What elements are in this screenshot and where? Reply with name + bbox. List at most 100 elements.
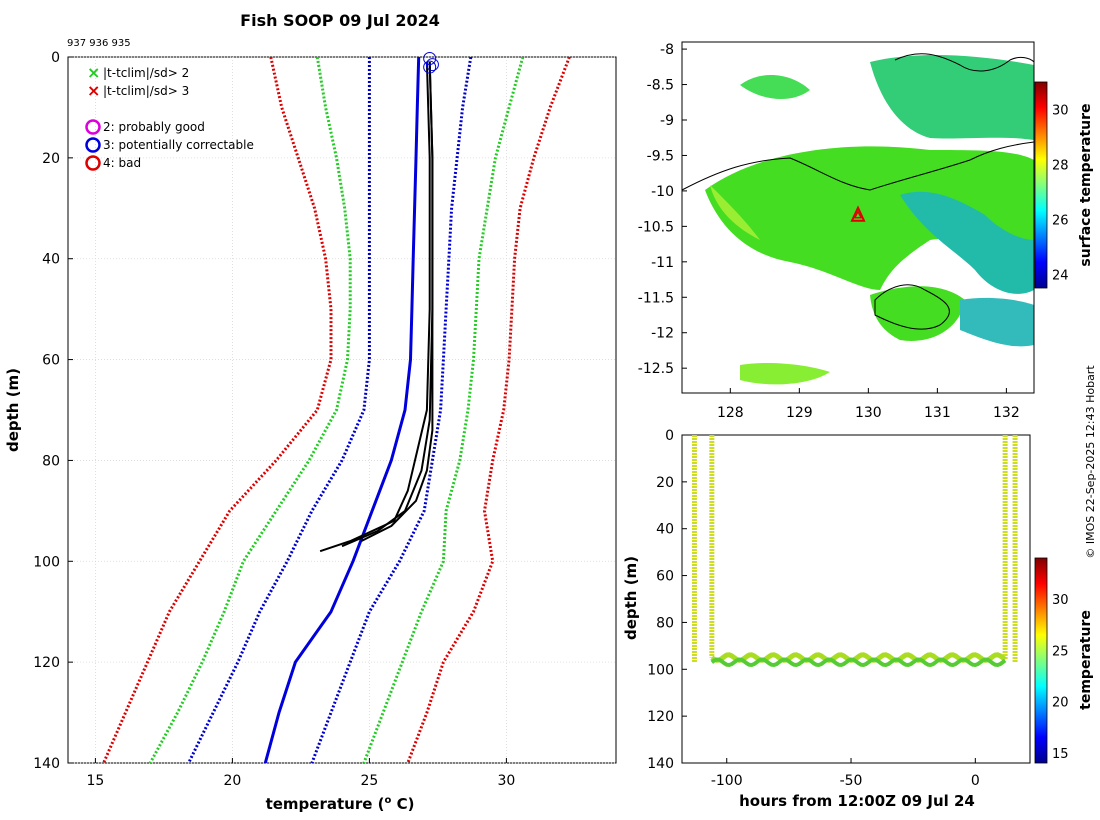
surface-colorbar-ticks: 24 26 28 30 <box>1052 103 1069 283</box>
profile-legend: × |t-tclim|/sd> 2× |t-tclim|/sd> 3 2: proba… <box>85 63 254 171</box>
profile-y-tick-label: 140 <box>33 756 60 772</box>
section-axes-box <box>681 434 1031 764</box>
profile-series <box>102 57 571 763</box>
series-clim-1sd <box>187 57 371 763</box>
temperature-colorbar-tick-label: 25 <box>1052 644 1069 659</box>
map-y-tick-label: -11 <box>651 255 674 271</box>
figure-title: Fish SOOP 09 Jul 2024 <box>240 11 440 30</box>
profile-y-tick-label: 80 <box>42 453 60 469</box>
section-y-tick-label: 100 <box>647 662 674 678</box>
temperature-colorbar <box>1034 557 1048 764</box>
profile-axes-box <box>67 56 617 764</box>
series-clim-2sd <box>148 57 352 763</box>
ocean-southeast-patch <box>960 297 1034 347</box>
qc-flag-marker <box>423 60 437 74</box>
legend-marker-label: |t-tclim|/sd> 2 <box>103 66 189 80</box>
section-y-tick-label: 40 <box>656 522 674 538</box>
cruise-ids: 937 936 935 <box>67 38 131 49</box>
section-y-tick-label: 140 <box>647 756 674 772</box>
profile-y-tick-label: 60 <box>42 353 60 369</box>
map-y-tick-label: -8.5 <box>647 78 674 94</box>
qc-flag-marker <box>423 52 437 66</box>
map-y-tick-label: -10 <box>651 184 674 200</box>
section-casts <box>691 435 1018 668</box>
temperature-colorbar-tick-label: 15 <box>1052 747 1069 762</box>
profile-y-ticks: 0 20 40 60 80 100 120 140 <box>33 50 73 772</box>
map-x-tick-label: 129 <box>786 405 813 421</box>
profile-y-label: depth (m) <box>4 368 22 452</box>
ocean-northwest-patch <box>740 74 810 100</box>
section-y-tick-label: 20 <box>656 475 674 491</box>
surface-colorbar-tick-label: 28 <box>1052 158 1069 173</box>
map-y-tick-label: -10.5 <box>638 219 674 235</box>
surface-colorbar-tick-label: 26 <box>1052 213 1069 228</box>
map-panel: 128 129 130 131 132 -8-8.5-9-9.5-10-10.5-11-… <box>638 41 1094 421</box>
profile-y-tick-label: 20 <box>42 151 60 167</box>
profile-x-tick-label: 25 <box>360 773 378 789</box>
map-x-tick-label: 132 <box>993 405 1020 421</box>
legend-marker-symbol: × <box>87 63 100 82</box>
ocean-southwest-patch <box>740 362 830 385</box>
legend-marker-label: |t-tclim|/sd> 3 <box>103 84 189 98</box>
temperature-colorbar-label: temperature <box>1078 610 1094 710</box>
map-y-tick-label: -9 <box>660 113 674 129</box>
legend-flag-circle <box>85 119 101 135</box>
series-clim-3sd <box>406 57 571 763</box>
ocean-north-patch <box>870 54 1034 140</box>
map-x-tick-label: 128 <box>717 405 744 421</box>
ship-triangle-inner <box>854 210 862 219</box>
section-x-label: hours from 12:00Z 09 Jul 24 <box>739 792 975 810</box>
profile-y-tick-label: 120 <box>33 655 60 671</box>
section-x-tick-label: 0 <box>971 773 980 789</box>
surface-colorbar-label: surface temperature <box>1078 103 1094 266</box>
profile-y-tick-label: 40 <box>42 252 60 268</box>
profile-x-label: temperature (o C) <box>266 795 415 813</box>
qc-flag-marker <box>425 58 439 72</box>
map-x-ticks: 128 129 130 131 132 <box>717 388 1020 421</box>
profile-y-tick-label: 100 <box>33 554 60 570</box>
profile-x-tick-label: 30 <box>497 773 515 789</box>
section-panel: -100 -50 0 0 20 40 60 80 100 120 140 hours from 1… <box>622 428 1094 810</box>
coastline-south <box>874 284 950 330</box>
map-y-tick-label: -11.5 <box>638 290 674 306</box>
section-x-tick-label: -100 <box>711 773 743 789</box>
legend-flag-label: 3: potentially correctable <box>103 138 254 152</box>
section-x-ticks: -100 -50 0 <box>711 758 980 789</box>
surface-colorbar-tick-label: 24 <box>1052 268 1069 283</box>
legend-marker-symbol: × <box>87 81 100 100</box>
section-y-label: depth (m) <box>622 556 640 640</box>
map-y-tick-label: -9.5 <box>647 148 674 164</box>
map-x-tick-label: 131 <box>924 405 951 421</box>
profile-x-tick-label: 20 <box>223 773 241 789</box>
legend-flag-label: 4: bad <box>103 156 141 170</box>
legend-flag-circle <box>85 137 101 153</box>
profile-y-tick-label: 0 <box>51 50 60 66</box>
coastline-north <box>682 141 1034 191</box>
legend-flag-circle <box>85 155 101 171</box>
temperature-colorbar-tick-label: 30 <box>1052 593 1069 608</box>
temperature-colorbar-ticks: 15 20 25 30 <box>1052 593 1069 762</box>
profile-flag-markers <box>423 52 439 74</box>
map-y-tick-label: -12.5 <box>638 361 674 377</box>
tow-track-lower <box>710 657 1007 668</box>
map-x-tick-label: 130 <box>855 405 882 421</box>
coastline-island <box>894 53 1034 72</box>
credit-text: © IMOS 22-Sep-2025 12:43 Hobart <box>1084 365 1097 559</box>
profile-x-ticks: 15 20 25 30 <box>86 758 515 789</box>
map-field <box>682 53 1034 385</box>
section-y-tick-label: 60 <box>656 569 674 585</box>
temperature-colorbar-tick-label: 20 <box>1052 696 1069 711</box>
section-y-tick-label: 120 <box>647 709 674 725</box>
ocean-cool-band <box>900 191 1034 294</box>
ship-position-marker <box>850 205 866 222</box>
legend-flag-label: 2: probably good <box>103 120 205 134</box>
series-clim-2sd <box>362 57 525 763</box>
series-clim-mean <box>263 57 421 763</box>
section-y-tick-label: 0 <box>665 428 674 444</box>
ocean-warmer-patch <box>710 185 760 240</box>
section-y-tick-label: 80 <box>656 615 674 631</box>
profile-x-tick-label: 15 <box>86 773 104 789</box>
section-y-ticks: 0 20 40 60 80 100 120 140 <box>647 428 687 772</box>
section-x-tick-label: -50 <box>840 773 863 789</box>
